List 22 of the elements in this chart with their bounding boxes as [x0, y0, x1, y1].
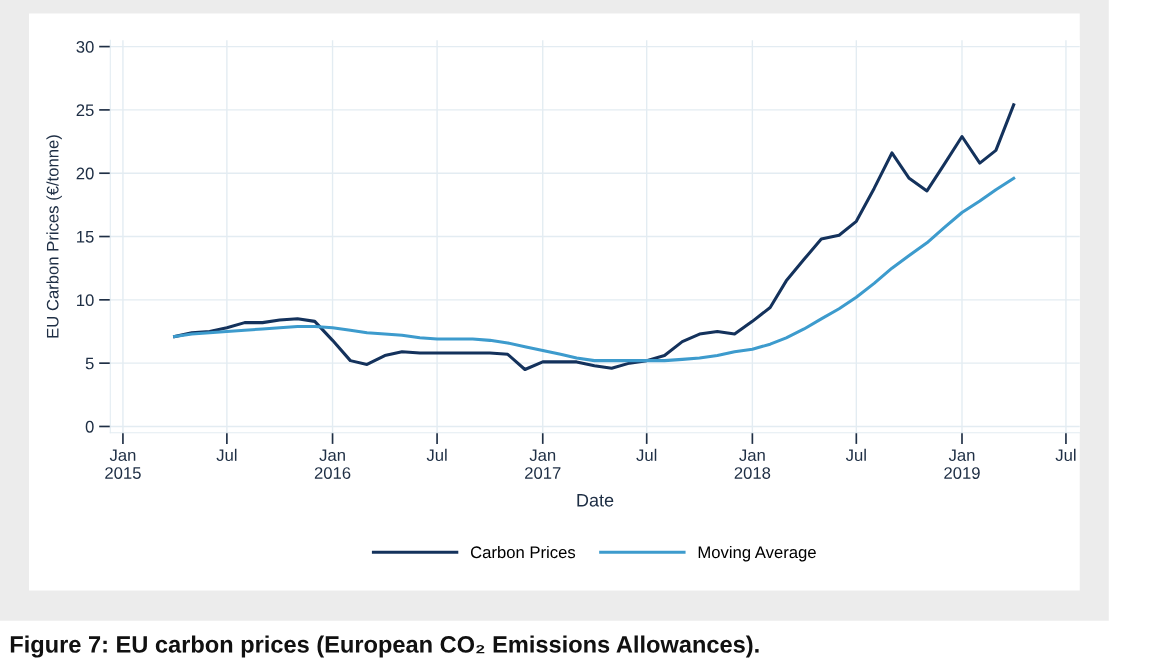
- x-tick-label: Jul: [426, 448, 447, 462]
- y-tick-label: 5: [85, 357, 94, 370]
- legend-label: Moving Average: [698, 545, 816, 562]
- x-axis-title: Date: [577, 494, 614, 507]
- x-tick-label: Jan 2016: [314, 449, 351, 479]
- y-tick-label: 25: [76, 104, 94, 117]
- y-axis-title: EU Carbon Prices (€/tonne): [46, 135, 62, 338]
- x-tick-label: Jul: [636, 448, 657, 462]
- y-tick-label: 20: [76, 167, 94, 180]
- legend-label: Carbon Prices: [470, 545, 576, 559]
- x-tick-label: Jul: [216, 448, 237, 462]
- x-tick-label: Jan 2017: [525, 449, 561, 479]
- x-tick-label: Jul: [845, 448, 866, 462]
- y-tick-label: 10: [77, 294, 94, 307]
- y-tick-label: 30: [76, 40, 94, 53]
- x-tick-label: Jan 2015: [105, 449, 141, 479]
- y-tick-label: 15: [77, 231, 94, 243]
- y-tick-label: 0: [85, 420, 94, 433]
- x-tick-label: Jan 2018: [734, 449, 771, 479]
- text: Figure 7: EU carbon prices (European CO₂ Emissions Allowances).: [10, 635, 759, 658]
- x-tick-label: Jan 2019: [944, 449, 980, 479]
- x-tick-label: Jul: [1055, 448, 1076, 462]
